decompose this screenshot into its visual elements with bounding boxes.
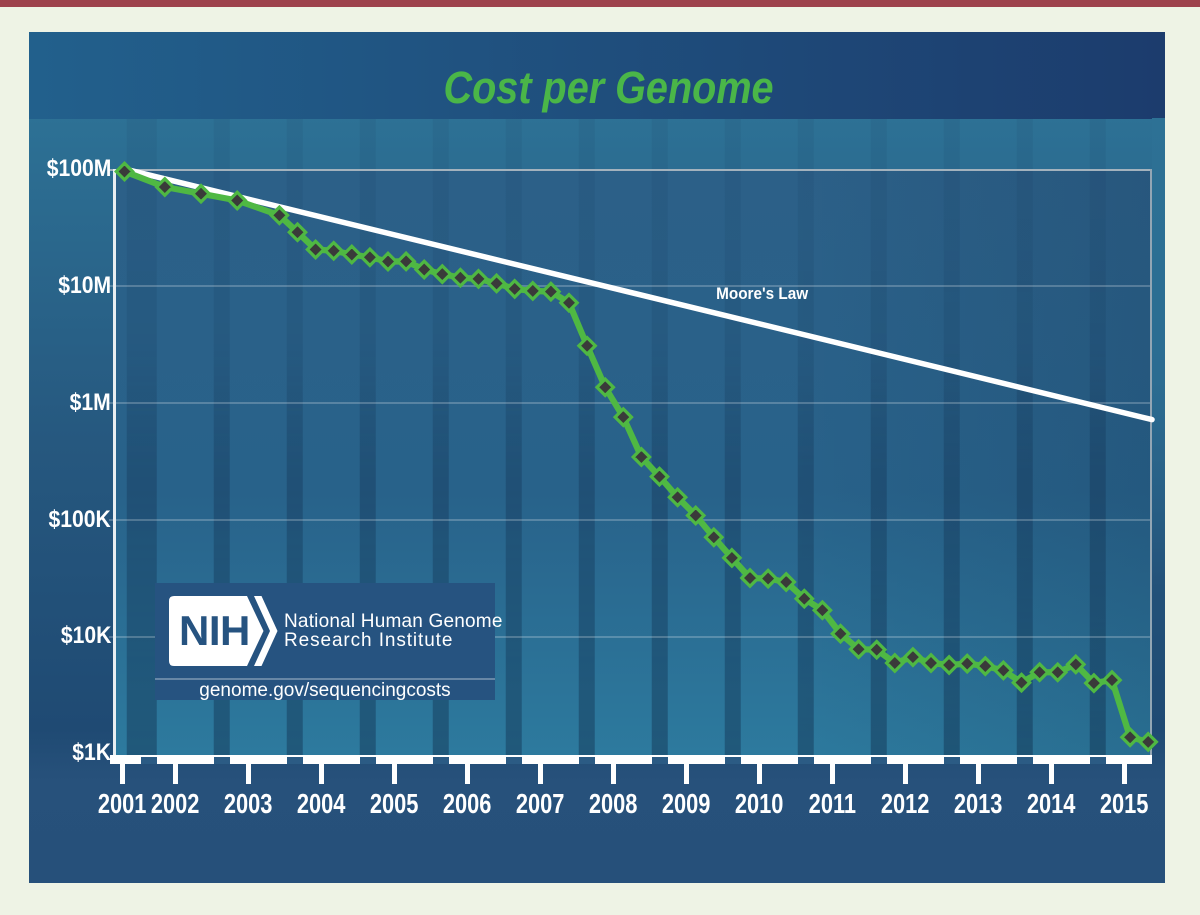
svg-text:NIH: NIH (179, 607, 250, 654)
